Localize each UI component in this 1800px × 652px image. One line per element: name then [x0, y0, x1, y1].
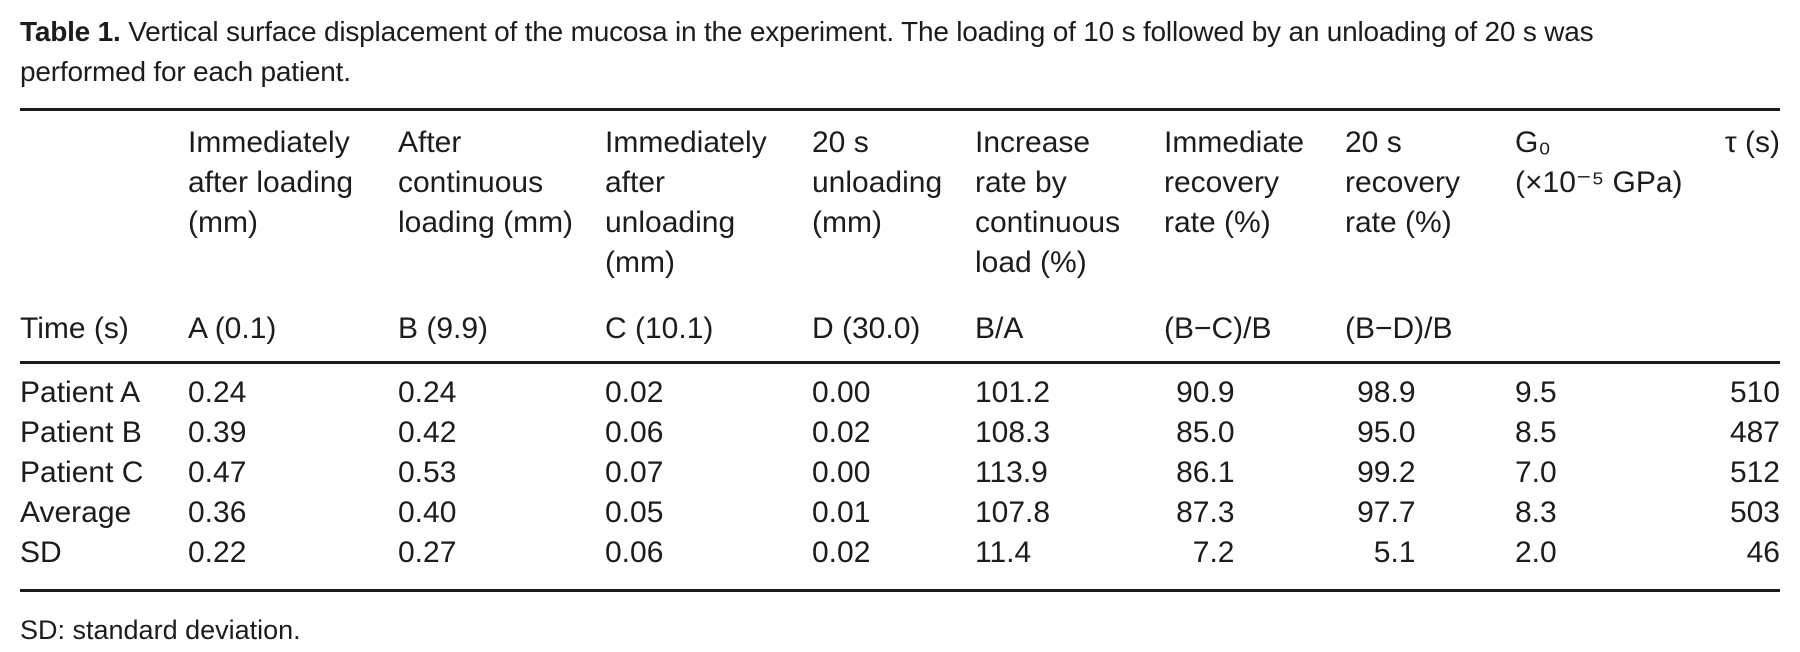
data-cell-increase-rate-by-continuous-load-pct: 113.9: [975, 456, 1048, 489]
data-cell-immediate-recovery-rate-pct: 85.0: [1164, 413, 1345, 453]
data-cell-immediate-recovery-rate-pct: 90.9: [1164, 363, 1345, 414]
data-cell-tau-s: 510: [1729, 376, 1780, 409]
subheader-cell-tau-s: [1712, 283, 1780, 364]
caption-text: Vertical surface displacement of the muc…: [20, 16, 1594, 87]
row-label: Patient C: [20, 456, 144, 489]
table-row-sd: SD 0.22 0.27 0.06 0.02 11.4 7.2 5.1 2.0 46: [20, 533, 1780, 592]
data-cell-immediately-after-loading-mm: 0.36: [188, 496, 247, 529]
data-cell-after-continuous-loading-mm: 0.40: [398, 496, 457, 529]
header-cell-after-continuous-loading-mm: After continuous loading (mm): [398, 126, 574, 239]
header-cell-tau-s: τ (s): [1724, 126, 1780, 159]
data-cell-after-continuous-loading-mm: 0.27: [398, 533, 605, 592]
data-cell-20s-recovery-rate-pct-value: 97.7: [1357, 496, 1416, 529]
data-cell-tau-s: 503: [1729, 496, 1780, 529]
table-row-patient-c: Patient C 0.47 0.53 0.07 0.00 113.9 86.1 99.2 7.…: [20, 453, 1780, 493]
data-cell-immediate-recovery-rate-pct-value: 90.9: [1176, 376, 1235, 409]
row-label: SD: [20, 533, 188, 592]
data-cell-immediate-recovery-rate-pct-value: 86.1: [1176, 456, 1235, 489]
data-cell-after-continuous-loading-mm: 0.24: [398, 376, 457, 409]
table-head: Immediately after loading (mm) After cont…: [20, 110, 1780, 364]
row-label: Patient B: [20, 416, 142, 449]
subheader-cell-row-label: Time (s): [20, 283, 188, 364]
data-cell-20s-recovery-rate-pct-value: 95.0: [1357, 416, 1416, 449]
subheader-cell-increase-rate-by-continuous-load-pct: B/A: [975, 283, 1164, 364]
data-cell-immediately-after-unloading-mm: 0.06: [605, 533, 812, 592]
row-label: Patient A: [20, 376, 141, 409]
data-cell-immediate-recovery-rate-pct-value: 7.2: [1192, 536, 1235, 569]
data-cell-increase-rate-by-continuous-load-pct: 107.8: [975, 496, 1051, 529]
data-cell-immediate-recovery-rate-pct: 87.3: [1164, 493, 1345, 533]
data-cell-tau-s: 46: [1712, 533, 1780, 592]
data-cell-20s-recovery-rate-pct: 99.2: [1345, 453, 1515, 493]
data-cell-immediately-after-loading-mm: 0.22: [188, 533, 398, 592]
data-cell-immediately-after-unloading-mm: 0.05: [605, 496, 664, 529]
data-cell-20s-recovery-rate-pct: 95.0: [1345, 413, 1515, 453]
data-cell-g0-e-5-gpa: 7.0: [1515, 456, 1557, 489]
data-cell-tau-s: 512: [1729, 456, 1780, 489]
data-cell-20s-recovery-rate-pct-value: 98.9: [1357, 376, 1416, 409]
data-cell-increase-rate-by-continuous-load-pct: 11.4: [975, 533, 1164, 592]
header-cell-g0-e-5-gpa: G₀ (×10⁻⁵ GPa): [1515, 126, 1683, 199]
data-cell-g0-e-5-gpa: 9.5: [1515, 376, 1557, 409]
header-cell-immediately-after-unloading-mm: Immediately after unloading (mm): [605, 126, 767, 279]
subheader-cell-20s-unloading-mm: D (30.0): [812, 283, 975, 364]
data-cell-increase-rate-by-continuous-load-pct: 101.2: [975, 376, 1051, 409]
data-cell-g0-e-5-gpa: 8.3: [1515, 496, 1557, 529]
data-cell-after-continuous-loading-mm: 0.42: [398, 416, 457, 449]
data-cell-20s-recovery-rate-pct: 97.7: [1345, 493, 1515, 533]
header-row: Immediately after loading (mm) After cont…: [20, 110, 1780, 284]
data-cell-20s-recovery-rate-pct: 5.1: [1345, 533, 1515, 592]
data-cell-immediately-after-unloading-mm: 0.07: [605, 456, 664, 489]
results-table: Immediately after loading (mm) After cont…: [20, 108, 1780, 592]
data-cell-tau-s: 487: [1729, 416, 1780, 449]
data-cell-immediate-recovery-rate-pct-value: 85.0: [1176, 416, 1235, 449]
header-cell-increase-rate-by-continuous-load-pct: Increase rate by continuous load (%): [975, 126, 1121, 279]
data-cell-immediately-after-unloading-mm: 0.02: [605, 376, 664, 409]
data-cell-immediately-after-unloading-mm: 0.06: [605, 416, 664, 449]
header-cell-20s-recovery-rate-pct: 20 s recovery rate (%): [1345, 126, 1461, 239]
data-cell-g0-e-5-gpa: 2.0: [1515, 533, 1712, 592]
data-cell-immediate-recovery-rate-pct: 7.2: [1164, 533, 1345, 592]
subheader-cell-g0-e-5-gpa: [1515, 283, 1712, 364]
data-cell-g0-e-5-gpa: 8.5: [1515, 416, 1557, 449]
data-cell-immediately-after-loading-mm: 0.24: [188, 376, 247, 409]
header-cell-immediately-after-loading-mm: Immediately after loading (mm): [188, 126, 354, 239]
subheader-row: Time (s) A (0.1) B (9.9) C (10.1) D (30.0) B/…: [20, 283, 1780, 364]
caption-label: Table 1.: [20, 16, 121, 47]
data-cell-after-continuous-loading-mm: 0.53: [398, 456, 457, 489]
data-cell-20s-unloading-mm: 0.00: [812, 456, 871, 489]
subheader-cell-after-continuous-loading-mm: B (9.9): [398, 283, 605, 364]
data-cell-20s-unloading-mm: 0.02: [812, 533, 975, 592]
table-footnote: SD: standard deviation.: [20, 615, 301, 645]
subheader-cell-immediately-after-loading-mm: A (0.1): [188, 283, 398, 364]
subheader-cell-immediately-after-unloading-mm: C (10.1): [605, 283, 812, 364]
subheader-cell-immediate-recovery-rate-pct: (B−C)/B: [1164, 283, 1345, 364]
header-cell-20s-unloading-mm: 20 s unloading (mm): [812, 126, 943, 239]
data-cell-20s-unloading-mm: 0.02: [812, 416, 871, 449]
data-cell-immediately-after-loading-mm: 0.47: [188, 456, 247, 489]
row-label: Average: [20, 496, 132, 529]
header-cell-row-label: [20, 110, 188, 284]
data-cell-20s-recovery-rate-pct: 98.9: [1345, 363, 1515, 414]
data-cell-20s-recovery-rate-pct-value: 99.2: [1357, 456, 1416, 489]
table-row-average: Average 0.36 0.40 0.05 0.01 107.8 87.3 97.7 8.3 5…: [20, 493, 1780, 533]
data-cell-immediate-recovery-rate-pct: 86.1: [1164, 453, 1345, 493]
subheader-cell-20s-recovery-rate-pct: (B−D)/B: [1345, 283, 1515, 364]
data-cell-immediately-after-loading-mm: 0.39: [188, 416, 247, 449]
header-cell-immediate-recovery-rate-pct: Immediate recovery rate (%): [1164, 126, 1305, 239]
table-body: Patient A 0.24 0.24 0.02 0.00 101.2 90.9 98.9 9.…: [20, 363, 1780, 592]
table-caption: Table 1. Vertical surface displacement o…: [20, 12, 1780, 92]
data-cell-20s-unloading-mm: 0.00: [812, 376, 871, 409]
data-cell-increase-rate-by-continuous-load-pct: 108.3: [975, 416, 1051, 449]
table-row-patient-b: Patient B 0.39 0.42 0.06 0.02 108.3 85.0 95.0 8.…: [20, 413, 1780, 453]
table-row-patient-a: Patient A 0.24 0.24 0.02 0.00 101.2 90.9 98.9 9.…: [20, 363, 1780, 414]
data-cell-immediate-recovery-rate-pct-value: 87.3: [1176, 496, 1235, 529]
data-cell-20s-unloading-mm: 0.01: [812, 496, 871, 529]
data-cell-20s-recovery-rate-pct-value: 5.1: [1373, 536, 1416, 569]
